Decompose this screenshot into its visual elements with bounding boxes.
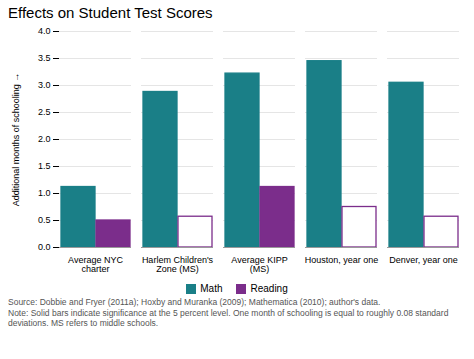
svg-text:Average KIPP(MS): Average KIPP(MS) (231, 255, 287, 274)
svg-text:Additional months of schooling: Additional months of schooling → (11, 73, 21, 207)
svg-text:1.5: 1.5 (38, 161, 51, 171)
html-text:Source: Dobbie and Fryer (2011: Source: Dobbie and Fryer (2011a); Hoxby … (8, 297, 381, 307)
svg-text:Denver, year one: Denver, year one (389, 255, 458, 265)
svg-text:Average NYCcharter: Average NYCcharter (68, 255, 123, 274)
svg-text:1.0: 1.0 (38, 188, 51, 198)
svg-text:Houston, year one: Houston, year one (305, 255, 379, 265)
svg-text:Harlem Children'sZone (MS): Harlem Children'sZone (MS) (142, 255, 214, 274)
svg-text:2.5: 2.5 (38, 107, 51, 117)
svg-text:3.5: 3.5 (38, 53, 51, 63)
html-text:Reading: Reading (250, 283, 288, 294)
svg-text:2.0: 2.0 (38, 134, 51, 144)
svg-text:3.0: 3.0 (38, 80, 51, 90)
html-text:Effects on Student Test Scores: Effects on Student Test Scores (8, 4, 213, 21)
html-text:Note: Solid bars indicate sign: Note: Solid bars indicate significance a… (8, 307, 449, 329)
svg-text:0.0: 0.0 (38, 242, 51, 252)
svg-text:4.0: 4.0 (38, 26, 51, 36)
svg-text:0.5: 0.5 (38, 215, 51, 225)
html-text:Math: Math (200, 283, 223, 294)
